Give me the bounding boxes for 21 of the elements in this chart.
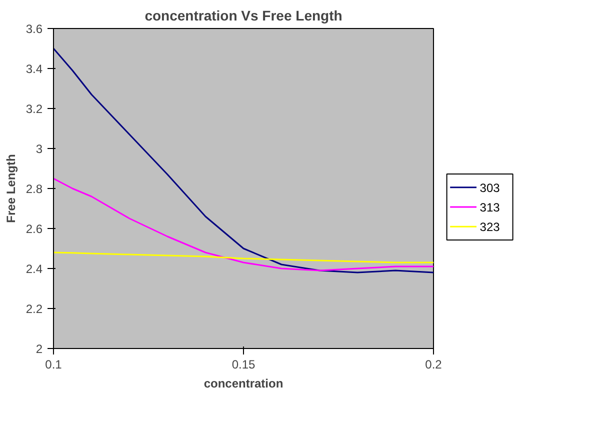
y-tick-label: 3.2 xyxy=(26,102,43,116)
y-axis-title: Free Length xyxy=(4,154,18,223)
line-series xyxy=(54,48,434,274)
line-series xyxy=(54,252,434,264)
legend-label: 323 xyxy=(480,220,500,234)
legend-label: 303 xyxy=(480,180,500,195)
y-tick-label: 3.4 xyxy=(26,62,43,76)
y-tick-label: 2.4 xyxy=(26,262,43,276)
y-tick-label: 2.6 xyxy=(26,222,43,236)
x-tick-label: 0.1 xyxy=(45,358,62,372)
line-series xyxy=(54,178,434,272)
chart-title: concentration Vs Free Length xyxy=(144,8,342,24)
y-tick-label: 2.2 xyxy=(26,302,43,316)
y-tick-label: 3 xyxy=(36,142,43,156)
x-tick-label: 0.15 xyxy=(232,358,256,372)
y-tick-label: 3.6 xyxy=(26,22,43,36)
x-axis-title: concentration xyxy=(204,376,284,390)
legend-label: 313 xyxy=(480,200,500,214)
y-tick-label: 2.8 xyxy=(26,182,43,196)
y-tick-label: 2 xyxy=(36,342,43,356)
x-tick-label: 0.2 xyxy=(425,358,442,372)
